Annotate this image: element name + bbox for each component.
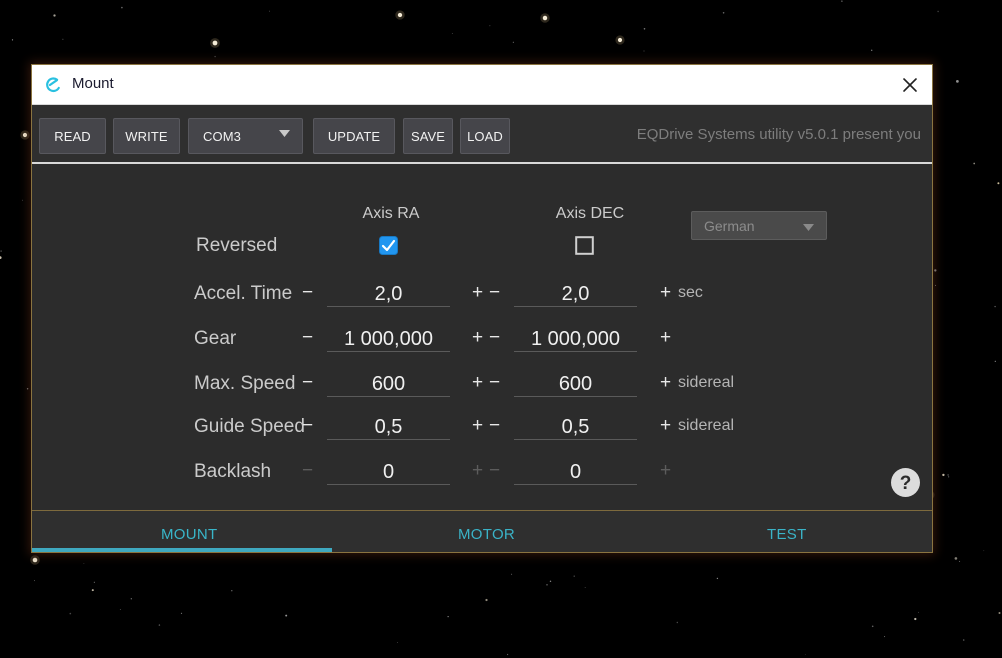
svg-text:?: ? <box>900 473 912 494</box>
